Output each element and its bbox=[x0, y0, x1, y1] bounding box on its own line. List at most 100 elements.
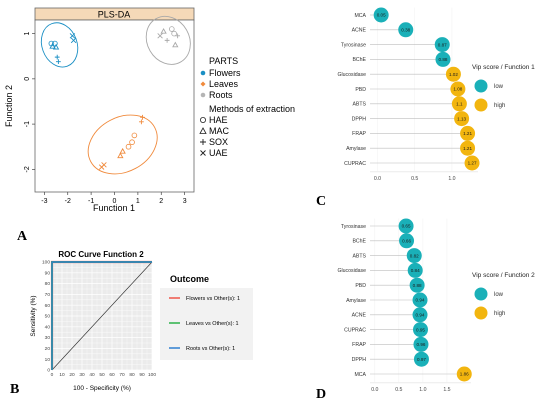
vip-legend-label-low: low bbox=[494, 292, 504, 298]
vip-value-label: 0.82 bbox=[410, 253, 419, 258]
vip-legend-swatch-low bbox=[474, 79, 488, 93]
plsda-ellipses bbox=[40, 15, 191, 175]
roc-ytick-label: 50 bbox=[45, 314, 51, 320]
vip-value-label: 1.13 bbox=[457, 116, 466, 121]
plsda-point bbox=[138, 119, 144, 125]
plsda-ellipse-leaves bbox=[87, 114, 158, 175]
legend-uae-label: UAE bbox=[209, 148, 228, 158]
roc-xtick-label: 50 bbox=[99, 372, 105, 378]
vip-value-label: 1.27 bbox=[468, 161, 477, 166]
vip-point bbox=[413, 336, 429, 352]
vip-value-label: 0.66 bbox=[402, 239, 411, 244]
vip-point bbox=[464, 155, 480, 171]
plsda-ellipse-flowers bbox=[40, 22, 79, 68]
vip-value-label: 1.86 bbox=[460, 372, 469, 377]
vip-value-label: 0.05 bbox=[377, 13, 386, 18]
plsda-xtick-label: -3 bbox=[41, 198, 47, 205]
vip-value-label: 0.65 bbox=[402, 224, 411, 229]
vip-point bbox=[412, 292, 428, 308]
roc-ytick-label: 90 bbox=[45, 270, 51, 276]
vip-value-label: 0.87 bbox=[438, 42, 447, 47]
vip-category-label: FRAP bbox=[352, 131, 366, 137]
vip-xtick-label: 0.0 bbox=[374, 176, 381, 182]
plsda-point bbox=[101, 162, 107, 168]
legend-parts-title: PARTS bbox=[209, 56, 238, 66]
vip-legend-title: Vip score / Function 1 bbox=[472, 64, 535, 71]
roc-reference-line bbox=[51, 261, 153, 371]
panel-letter-d: D bbox=[316, 387, 326, 402]
vip-point bbox=[454, 111, 470, 127]
plsda-point bbox=[69, 33, 76, 39]
plsda-ytick-label: 0 bbox=[24, 77, 31, 81]
vip-category-label: MCA bbox=[354, 372, 366, 378]
vip-point bbox=[398, 22, 414, 38]
vip-point bbox=[456, 366, 472, 382]
vip-category-label: PBD bbox=[355, 283, 366, 289]
plsda-legend: PARTS Flowers Leaves Roots Methods of ex… bbox=[199, 56, 295, 158]
plsda-point bbox=[129, 139, 135, 146]
roc-ytick-label: 40 bbox=[45, 324, 51, 330]
roc-lines bbox=[50, 260, 153, 371]
vip-category-label: CUPRAC bbox=[344, 161, 366, 167]
roc-xtick-label: 40 bbox=[89, 372, 95, 378]
plsda-point bbox=[131, 132, 138, 139]
roc-ytick-label: 0 bbox=[47, 368, 50, 374]
legend-sox-symbol bbox=[200, 139, 206, 145]
plsda-point bbox=[52, 43, 60, 50]
legend-hae-symbol bbox=[199, 117, 206, 124]
panel-letter-b: B bbox=[10, 382, 19, 397]
roc-legend-leaves-label: Leaves vs Other(s): 1 bbox=[186, 321, 239, 327]
roc-xtick-label: 0 bbox=[51, 372, 54, 378]
vip-point bbox=[413, 351, 429, 367]
roc-legend-title: Outcome bbox=[170, 274, 209, 284]
vip-legend-swatch-low bbox=[474, 287, 488, 301]
vip-category-label: PBD bbox=[355, 87, 366, 93]
vip-xtick-label: 1.0 bbox=[448, 176, 455, 182]
vip-point bbox=[413, 322, 428, 338]
plsda-xtick-label: 0 bbox=[113, 198, 117, 205]
vip-category-label: MCA bbox=[354, 13, 366, 19]
vip-point bbox=[445, 66, 461, 82]
legend-mac-symbol bbox=[199, 127, 207, 134]
plsda-point bbox=[172, 41, 179, 48]
vip-category-label: Glucosidase bbox=[337, 72, 366, 78]
vip-function2-panel: 0.0 0.5 1.0 1.5 Tyrosinase 0.65 BChE 0.66 ABTS 0.… bbox=[337, 218, 535, 393]
vip-value-label: 0.84 bbox=[411, 268, 420, 273]
vip-value-label: 0.88 bbox=[413, 283, 422, 288]
plsda-plot-area bbox=[34, 19, 195, 193]
vip-value-label: 0.97 bbox=[417, 357, 426, 362]
roc-ytick-label: 30 bbox=[45, 335, 51, 341]
vip-value-label: 0.94 bbox=[416, 313, 425, 318]
vip-value-label: 0.94 bbox=[416, 298, 425, 303]
vip-value-label: 0.38 bbox=[401, 28, 410, 33]
plsda-title: PLS-DA bbox=[98, 10, 131, 20]
roc-xlabel: 100 - Specificity (%) bbox=[73, 385, 131, 392]
roc-xtick-label: 20 bbox=[69, 372, 75, 378]
vip-category-label: FRAP bbox=[352, 342, 366, 348]
plsda-xtick-label: 3 bbox=[183, 198, 187, 205]
vip-legend-label-low: low bbox=[494, 84, 504, 90]
roc-legend-flowers-label: Flowers vs Other(s): 1 bbox=[186, 296, 240, 302]
vip-function1-panel: 0.0 0.5 1.0 MCA 0.05 ACNE 0.38 Tyrosinase 0.87 BC… bbox=[337, 7, 535, 182]
vip-point bbox=[407, 262, 423, 278]
vip-legend-title: Vip score / Function 2 bbox=[472, 272, 535, 279]
plsda-panel: PLS-DA -3 -2 -1 0 1 2 3 1 0 -1 -2 Function 1 Funct… bbox=[4, 7, 295, 213]
vip-xtick-label: 0.5 bbox=[395, 387, 402, 393]
roc-ylabel: Sensitivity (%) bbox=[30, 295, 37, 336]
vip-category-label: DPPH bbox=[352, 357, 367, 363]
vip-category-label: Tyrosinase bbox=[341, 42, 366, 48]
plsda-point bbox=[117, 152, 124, 159]
vip-point bbox=[373, 7, 389, 23]
vip-point bbox=[406, 248, 422, 264]
vip-category-label: Tyrosinase bbox=[341, 224, 366, 230]
vip-category-label: ABTS bbox=[352, 253, 366, 259]
vip-category-label: Glucosidase bbox=[337, 268, 366, 274]
roc-ytick-label: 70 bbox=[45, 292, 51, 298]
plsda-point bbox=[160, 27, 167, 34]
plsda-points bbox=[48, 26, 181, 170]
plsda-point bbox=[119, 147, 126, 154]
roc-ytick-label: 10 bbox=[45, 357, 51, 363]
legend-hae-label: HAE bbox=[209, 115, 228, 125]
roc-legend-roots-label: Roots vs Other(s): 1 bbox=[186, 346, 235, 352]
legend-leaves-label: Leaves bbox=[209, 79, 239, 89]
